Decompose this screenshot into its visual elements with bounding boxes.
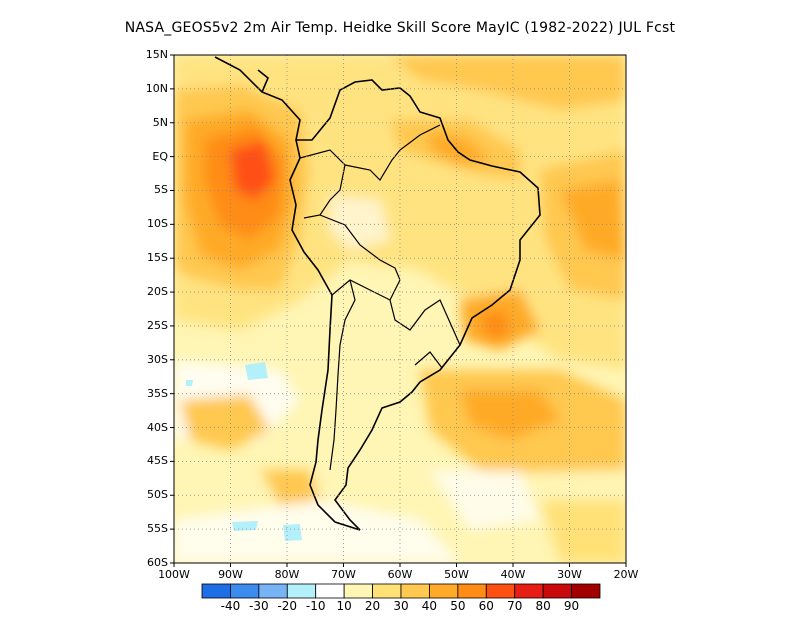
lat-label: 15N bbox=[145, 48, 168, 61]
colorbar-swatch bbox=[315, 583, 345, 599]
grid-lines bbox=[174, 55, 626, 563]
lon-label: 100W bbox=[158, 568, 190, 581]
colorbar-swatch bbox=[230, 583, 260, 599]
colorbar-label: 20 bbox=[364, 599, 381, 613]
colorbar-label: 30 bbox=[393, 599, 409, 613]
lon-label: 50W bbox=[444, 568, 469, 581]
lon-label: 20W bbox=[613, 568, 639, 581]
colorbar-label: 50 bbox=[450, 599, 466, 613]
colorbar-swatch bbox=[514, 583, 544, 599]
colorbar-label: -20 bbox=[277, 599, 298, 613]
colorbar-swatch bbox=[571, 583, 601, 599]
lon-label: 90W bbox=[218, 568, 243, 581]
colorbar-swatch bbox=[542, 583, 572, 599]
colorbar-label: 10 bbox=[336, 599, 352, 613]
lat-label: 5N bbox=[152, 115, 168, 129]
colorbar-label: 70 bbox=[507, 599, 523, 613]
lat-label: 55S bbox=[147, 522, 168, 536]
lon-label: 40W bbox=[500, 568, 526, 581]
colorbar-swatch bbox=[343, 583, 373, 599]
colorbar-label: -40 bbox=[220, 599, 241, 613]
lat-label: 25S bbox=[147, 318, 168, 332]
colorbar-label: -10 bbox=[305, 599, 326, 613]
lat-label: 30S bbox=[147, 352, 168, 366]
colorbar-swatch bbox=[372, 583, 402, 599]
lat-label: 10S bbox=[147, 217, 168, 231]
lat-label: 60S bbox=[147, 556, 168, 569]
colorbar-swatch bbox=[485, 583, 516, 599]
lat-label: 50S bbox=[147, 488, 168, 502]
lat-label: 20S bbox=[147, 285, 168, 299]
lon-label: 60W bbox=[387, 568, 413, 581]
lat-label: 10N bbox=[145, 81, 168, 95]
lon-label: 70W bbox=[331, 568, 356, 581]
lon-label: 30W bbox=[557, 568, 582, 581]
colorbar-swatch bbox=[457, 583, 487, 599]
colorbar-swatch bbox=[286, 583, 317, 599]
lat-label: 45S bbox=[147, 454, 168, 468]
colorbar-label: 80 bbox=[535, 599, 551, 613]
colorbar-label: 90 bbox=[563, 599, 580, 613]
colorbar bbox=[201, 583, 601, 599]
lon-label: 80W bbox=[274, 568, 300, 581]
lat-label: 40S bbox=[147, 420, 168, 434]
colorbar-label: 40 bbox=[421, 599, 438, 613]
colorbar-label: 60 bbox=[478, 599, 494, 613]
lat-label: 15S bbox=[147, 251, 168, 265]
lat-label: EQ bbox=[152, 149, 168, 163]
colorbar-swatch bbox=[258, 583, 288, 599]
colorbar-swatch bbox=[429, 583, 459, 599]
map-title: NASA_GEOS5v2 2m Air Temp. Heidke Skill S… bbox=[124, 20, 676, 36]
colorbar-swatch bbox=[201, 583, 231, 599]
colorbar-swatch bbox=[400, 583, 430, 599]
colorbar-label: -30 bbox=[249, 599, 269, 613]
lat-label: 5S bbox=[154, 183, 168, 197]
lat-label: 35S bbox=[147, 386, 168, 400]
